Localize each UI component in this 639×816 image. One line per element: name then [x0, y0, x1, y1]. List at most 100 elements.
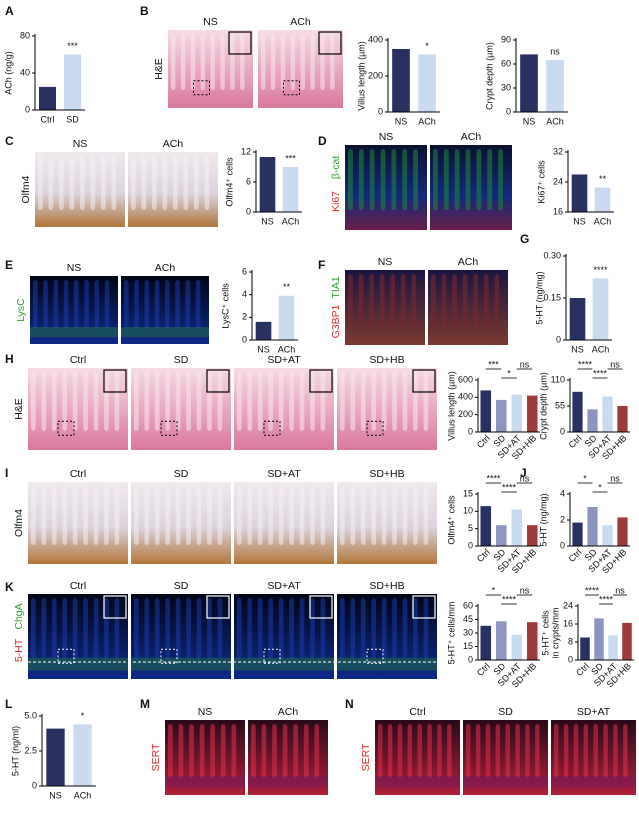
- villus: [154, 598, 160, 660]
- villus: [53, 280, 59, 329]
- villus: [134, 372, 139, 432]
- villus: [62, 486, 68, 546]
- villus: [411, 274, 417, 328]
- roi-box: [263, 648, 281, 664]
- side-label: β-cat: [330, 156, 342, 180]
- inset: [412, 369, 436, 393]
- x-tick-label: ACh: [594, 216, 612, 226]
- y-tick-label: 90: [501, 34, 511, 44]
- significance: **: [283, 282, 291, 292]
- villus: [237, 598, 242, 660]
- villus: [505, 724, 510, 778]
- villus: [413, 486, 418, 546]
- villus: [207, 486, 212, 546]
- villus: [134, 486, 139, 546]
- side-label: H&E: [153, 58, 165, 80]
- villus: [196, 372, 202, 432]
- significance: ****: [578, 359, 593, 369]
- y-axis-label: Olfm4⁺ cells: [224, 157, 234, 207]
- x-tick-label: ACh: [74, 790, 92, 800]
- bar: [594, 187, 611, 212]
- villus: [381, 486, 387, 546]
- villus: [299, 486, 305, 546]
- y-tick-label: 110: [551, 374, 565, 384]
- villus: [293, 724, 299, 778]
- villus: [114, 486, 120, 546]
- y-tick-label: 4: [242, 289, 247, 299]
- villus: [487, 149, 493, 211]
- villus: [31, 486, 36, 546]
- villus: [93, 486, 99, 546]
- bar: [587, 409, 598, 432]
- side-label: TIA1: [330, 276, 342, 298]
- nuclei-band: [165, 776, 245, 788]
- villus: [320, 34, 325, 91]
- villus: [495, 724, 501, 778]
- bar: [592, 278, 609, 340]
- villus: [178, 724, 184, 778]
- image-label: Ctrl: [70, 580, 86, 592]
- villus: [194, 156, 199, 210]
- villus: [623, 724, 628, 778]
- villus: [452, 274, 457, 328]
- y-tick-label: 0: [25, 104, 30, 114]
- villus: [392, 372, 397, 432]
- villus: [171, 34, 176, 91]
- villus: [423, 372, 429, 432]
- y-axis-label: 5-HT (ng/mg): [534, 271, 544, 324]
- villus: [240, 34, 245, 91]
- villus: [165, 372, 171, 432]
- y-axis-label: 5-HT⁺ cells: [540, 610, 550, 656]
- villus: [473, 274, 479, 328]
- villus: [210, 34, 215, 91]
- image-label: NS: [198, 706, 213, 718]
- villus: [257, 598, 263, 660]
- y-tick-label: 400: [368, 34, 383, 44]
- villus: [427, 724, 432, 778]
- villus: [144, 372, 150, 432]
- panel-letter: C: [5, 134, 14, 148]
- villus: [437, 724, 442, 778]
- bar: [480, 506, 492, 546]
- villus: [475, 724, 481, 778]
- bar: [495, 525, 507, 546]
- villus: [360, 486, 366, 546]
- villus: [369, 274, 374, 328]
- significance: *: [492, 585, 496, 595]
- bar: [511, 634, 523, 660]
- villus: [63, 280, 69, 329]
- significance: ns: [610, 359, 620, 369]
- y-axis-label: Crypt depth (µm): [484, 42, 494, 110]
- villus: [431, 274, 436, 328]
- villus: [268, 486, 274, 546]
- y-tick-label: 200: [458, 409, 473, 419]
- image-label: Ctrl: [70, 354, 86, 366]
- villus: [270, 34, 276, 91]
- inset: [206, 595, 230, 619]
- y-tick-label: 0: [32, 780, 37, 790]
- villus: [402, 598, 408, 660]
- y-tick-label: 0: [560, 426, 565, 436]
- x-tick-label: SD: [66, 114, 79, 124]
- significance: *: [583, 473, 587, 483]
- y-tick-label: 0: [468, 426, 473, 436]
- villus: [41, 486, 47, 546]
- bar: [46, 728, 65, 786]
- y-tick-label: 0: [246, 206, 251, 216]
- villus: [134, 280, 139, 329]
- villus: [101, 156, 106, 210]
- villus: [51, 598, 57, 660]
- villus: [350, 372, 356, 432]
- roi-box: [366, 648, 384, 664]
- villus: [111, 156, 117, 210]
- y-axis-label: Villus length (µm): [356, 41, 366, 111]
- nuclei-band: [248, 776, 328, 788]
- side-label: Olfm4: [20, 175, 32, 203]
- villus: [303, 724, 309, 778]
- bar: [572, 391, 583, 432]
- side-label: Ki67: [330, 191, 342, 212]
- inset: [318, 31, 342, 55]
- villus: [51, 372, 57, 432]
- x-tick-label: ACh: [592, 344, 610, 354]
